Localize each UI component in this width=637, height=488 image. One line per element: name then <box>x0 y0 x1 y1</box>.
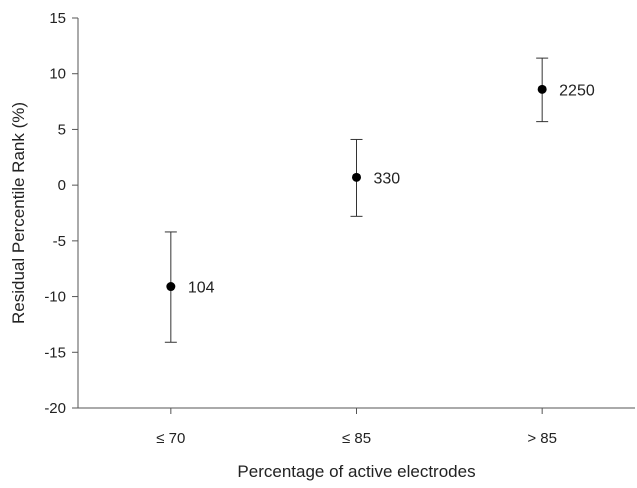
data-label: 2250 <box>559 82 595 99</box>
x-tick-label: ≤ 70 <box>156 430 185 447</box>
data-label: 104 <box>188 280 215 297</box>
plot-area: 104 330 2250 <box>164 57 595 343</box>
y-tick-label: -5 <box>53 233 66 250</box>
y-tick-label: 15 <box>49 10 66 27</box>
y-tick-label: -20 <box>44 400 66 417</box>
y-tick-label: 10 <box>49 66 66 83</box>
data-point <box>537 84 547 94</box>
y-axis: 15 10 5 0 -5 -10 -15 -20 <box>44 10 79 417</box>
y-axis-title: Residual Percentile Rank (%) <box>9 102 28 324</box>
x-axis-title: Percentage of active electrodes <box>237 462 475 481</box>
x-tick-label: > 85 <box>527 430 557 447</box>
data-point <box>166 282 176 292</box>
y-tick-label: 0 <box>58 177 66 194</box>
x-tick-label: ≤ 85 <box>342 430 371 447</box>
y-tick-label: -15 <box>44 344 66 361</box>
y-tick-label: -10 <box>44 289 66 306</box>
data-label: 330 <box>374 170 401 187</box>
data-point <box>352 172 361 182</box>
y-tick-label: 5 <box>58 121 66 138</box>
x-axis: ≤ 70 ≤ 85 > 85 <box>78 407 635 447</box>
